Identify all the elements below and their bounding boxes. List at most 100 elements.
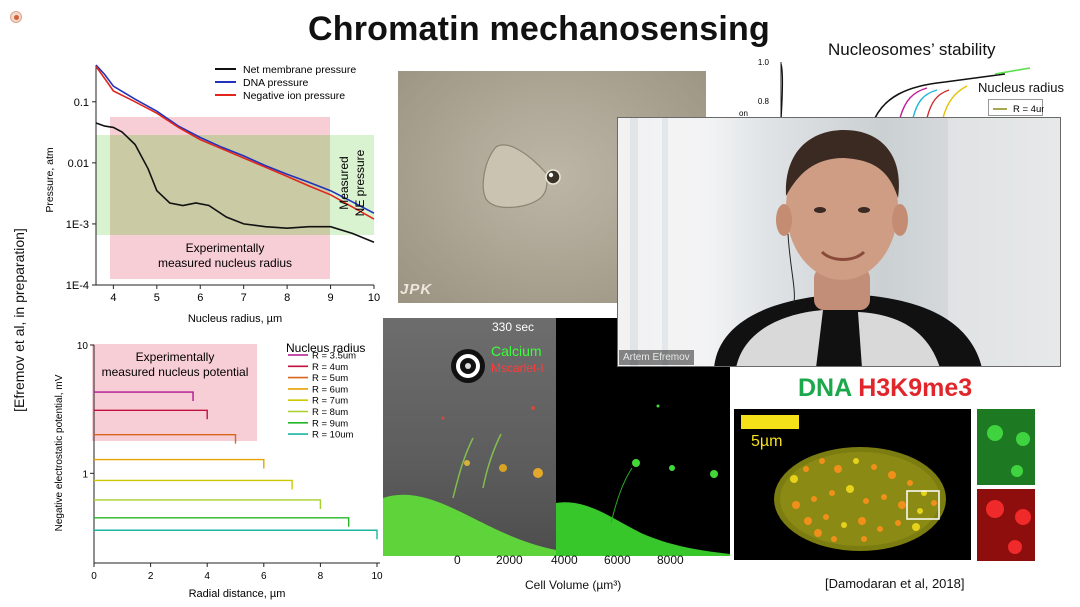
- chromatin-focus: [871, 464, 877, 470]
- chromatin-focus: [853, 458, 859, 464]
- chromatin-focus: [846, 485, 854, 493]
- x-axis-label: Radial distance, µm: [189, 588, 286, 600]
- reference-damodaran: [Damodaran et al, 2018]: [825, 576, 965, 591]
- calcium-label: Calcium: [491, 343, 542, 359]
- video-speaker-illustration: [618, 118, 1060, 366]
- y-tick-label: 1E-4: [66, 280, 89, 292]
- chromatin-focus: [829, 490, 835, 496]
- legend-label-5: R = 8um: [312, 407, 348, 418]
- annotation-measured-potential-1: Experimentally: [136, 350, 215, 364]
- chromatin-focus: [834, 465, 842, 473]
- x-tick-label: 2: [148, 571, 154, 582]
- series-line-0: [95, 122, 375, 244]
- stability-curve-green: [994, 67, 1031, 75]
- legend-label-3: R = 6um: [312, 384, 348, 395]
- x-tick-label: 5: [154, 292, 160, 304]
- x-tick-label: 8: [284, 292, 290, 304]
- annotation-ne-pressure-1: Measured: [337, 156, 351, 209]
- legend-label-negative-ion: Negative ion pressure: [243, 90, 345, 102]
- annotation-measured-potential-2: measured nucleus potential: [102, 365, 249, 379]
- x-tick-label: 0: [91, 571, 97, 582]
- record-indicator-icon: [10, 11, 22, 23]
- x-tick-label: 9: [328, 292, 334, 304]
- fluorescence-merged-image: [383, 318, 556, 556]
- nucleosome-legend-title: Nucleus radius: [978, 80, 1064, 95]
- annotation-measured-radius-1: Experimentally: [186, 241, 265, 255]
- chromatin-focus: [898, 501, 906, 509]
- series-line-1: [94, 409, 208, 420]
- potential-chart: 0 2 4 6 8 10 1 10 Experimentally measured nucl…: [54, 341, 383, 600]
- x-tick-label: 10: [371, 571, 383, 582]
- legend-label-0: R = 3.5um: [312, 351, 356, 362]
- annotation-ne-pressure-2: NE pressure: [353, 149, 367, 216]
- h3k9me3-label: H3K9me3: [858, 374, 973, 402]
- chromatin-focus: [881, 494, 887, 500]
- series-line-3: [94, 458, 265, 469]
- chromatin-focus: [895, 520, 901, 526]
- x-tick-label: 4: [204, 571, 210, 582]
- chromatin-focus: [819, 458, 825, 464]
- y-axis-label-fragment: on: [739, 109, 748, 118]
- series-line-0: [94, 391, 194, 402]
- pressure-chart: 4 5 6 7 8 9 10 1E-4 1E-3 0.01 0.1 Net membrane pr…: [44, 64, 380, 325]
- stability-curve-cyan: [912, 89, 938, 119]
- side-reference-text: [Efremov et al, in preparation]: [11, 228, 27, 412]
- legend-label-net-membrane: Net membrane pressure: [243, 64, 356, 76]
- series-line-1: [95, 64, 375, 214]
- x-axis-label: Nucleus radius, µm: [188, 313, 282, 325]
- legend-label-6: R = 9um: [312, 418, 348, 429]
- x-tick-labels: 0 2 4 6 8 10: [91, 563, 383, 582]
- y-axis-label: Negative electrostatic potential, mV: [54, 374, 65, 531]
- x-tick-label: 6: [261, 571, 267, 582]
- x-tick-label: 7: [241, 292, 247, 304]
- series-line-4: [94, 479, 293, 490]
- time-label: 330 sec: [492, 320, 535, 334]
- x-tick-label: 4: [110, 292, 116, 304]
- y-tick-label: 10: [77, 341, 89, 352]
- legend-label-r4: R = 4um: [1013, 104, 1044, 115]
- chromatin-focus: [861, 536, 867, 542]
- stability-curve-magenta: [899, 87, 928, 119]
- y-tick-labels: 1E-4 1E-3 0.01 0.1: [66, 97, 96, 292]
- cell-volume-tick-0: 0: [454, 553, 461, 567]
- nucleosome-legend-entry: R = 4um: [993, 104, 1049, 115]
- x-tick-labels: 4 5 6 7 8 9 10: [110, 285, 380, 304]
- chromatin-focus: [888, 471, 896, 479]
- legend-label-2: R = 5um: [312, 373, 348, 384]
- chromatin-focus: [811, 496, 817, 502]
- chromatin-focus: [803, 466, 809, 472]
- nucleosome-stability-chart: 1.0 0.8 on: [739, 58, 1031, 120]
- video-call-feed[interactable]: [617, 117, 1061, 367]
- legend-title: Nucleus radius: [286, 341, 365, 355]
- annotation-measured-radius-2: measured nucleus radius: [158, 256, 292, 270]
- y-tick-label: 0.01: [68, 158, 89, 170]
- zoom-dna-channel: [977, 409, 1035, 485]
- cell-volume-tick-4000: 4000: [551, 553, 578, 567]
- series-line-6: [94, 517, 350, 527]
- y-tick-label: 0.1: [74, 97, 89, 109]
- chromatin-focus: [917, 508, 923, 514]
- chromatin-focus: [877, 526, 883, 532]
- chromatin-focus: [823, 514, 829, 520]
- cell-volume-tick-8000: 8000: [657, 553, 684, 567]
- cell-volume-tick-6000: 6000: [604, 553, 631, 567]
- y-axis-label: Pressure, atm: [44, 147, 56, 213]
- stability-curve-red: [926, 89, 950, 119]
- merged-cells-illustration: [383, 349, 556, 556]
- chromatin-focus: [931, 500, 937, 506]
- zoom-h3k9me3-illustration: [977, 489, 1035, 561]
- stability-curve-black: [780, 63, 784, 120]
- chromatin-focus: [858, 517, 866, 525]
- chromatin-focus: [814, 529, 822, 537]
- series-line-2: [94, 433, 237, 444]
- chromatin-focus: [804, 517, 812, 525]
- stability-curve-yellow: [942, 85, 968, 119]
- cell-with-bead-illustration: [482, 144, 561, 209]
- chromatin-focus: [907, 480, 913, 486]
- dna-label: DNA: [798, 374, 852, 402]
- slide-title: Chromatin mechanosensing: [308, 10, 770, 48]
- series-lines: [95, 64, 375, 244]
- series-line-2: [95, 65, 375, 220]
- stability-curve-main: [874, 73, 1006, 119]
